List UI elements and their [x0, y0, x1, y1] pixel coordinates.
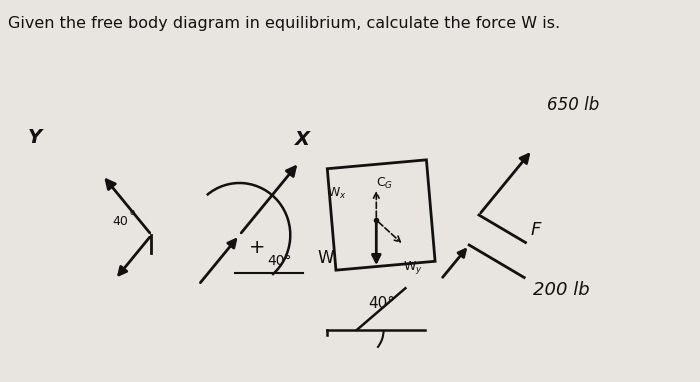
Text: 40: 40 — [113, 215, 128, 228]
Text: C$_G$: C$_G$ — [377, 176, 393, 191]
Text: 40°: 40° — [267, 254, 291, 268]
Text: 200 lb: 200 lb — [533, 281, 589, 299]
Text: 40°: 40° — [368, 296, 395, 311]
Text: W: W — [318, 249, 334, 267]
Text: X: X — [295, 130, 310, 149]
Text: 650 lb: 650 lb — [547, 96, 600, 114]
Text: Y: Y — [27, 128, 41, 147]
Text: +: + — [248, 238, 265, 256]
Text: W$_y$: W$_y$ — [402, 259, 422, 276]
Text: W$_x$: W$_x$ — [328, 186, 347, 201]
Text: F: F — [531, 220, 540, 238]
Text: Given the free body diagram in equilibrium, calculate the force W is.: Given the free body diagram in equilibri… — [8, 16, 560, 31]
Text: o: o — [130, 208, 135, 217]
